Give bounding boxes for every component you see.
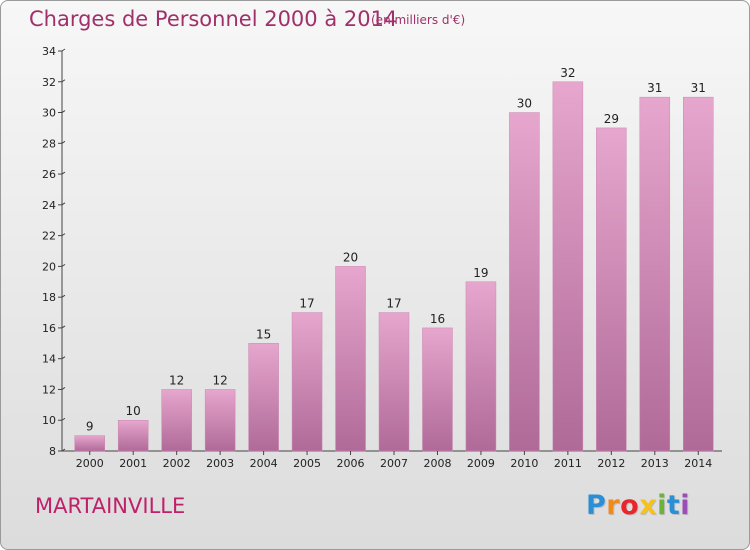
- x-tick-label-2008: 2008: [423, 457, 451, 470]
- value-label-2000: 9: [86, 420, 94, 434]
- city-name: MARTAINVILLE: [35, 494, 186, 518]
- logo-letter: i: [657, 490, 667, 521]
- y-tick-label: 26: [42, 168, 56, 181]
- bar-2014: [683, 96, 714, 452]
- x-tick-label-2010: 2010: [510, 457, 538, 470]
- value-label-2014: 31: [691, 81, 706, 95]
- y-tick-mark: [61, 140, 66, 144]
- bar-2009: [465, 281, 497, 452]
- value-label-2013: 31: [647, 81, 662, 95]
- y-tick-label: 8: [49, 445, 56, 458]
- bar-2010: [509, 112, 540, 452]
- x-tick-label-2000: 2000: [76, 457, 104, 470]
- x-tick-label-2001: 2001: [119, 457, 147, 470]
- y-tick-mark: [61, 233, 66, 237]
- bar-2007: [378, 312, 410, 452]
- y-tick-mark: [61, 263, 66, 267]
- bar-2003: [204, 389, 236, 452]
- value-label-2004: 15: [256, 327, 271, 341]
- logo-letter: r: [606, 490, 621, 521]
- x-tick-label-2003: 2003: [206, 457, 234, 470]
- x-tick-label-2009: 2009: [467, 457, 495, 470]
- y-tick-mark: [61, 417, 66, 421]
- y-tick-mark: [61, 79, 66, 83]
- bar-2000: [74, 435, 105, 452]
- y-tick-mark: [61, 325, 66, 329]
- value-label-2010: 30: [517, 97, 532, 111]
- y-tick-label: 10: [42, 414, 56, 427]
- logo-letter: i: [680, 490, 691, 521]
- y-tick-label: 24: [42, 199, 56, 212]
- bar-2005: [291, 312, 323, 452]
- x-tick-label-2011: 2011: [554, 457, 582, 470]
- y-tick-mark: [61, 48, 66, 52]
- value-label-2011: 32: [560, 66, 575, 80]
- logo-letter: P: [586, 490, 607, 521]
- value-label-2001: 10: [126, 404, 141, 418]
- logo-letter: t: [666, 490, 681, 521]
- value-label-2007: 17: [386, 297, 401, 311]
- y-tick-mark: [61, 387, 66, 390]
- value-label-2009: 19: [473, 266, 488, 280]
- value-label-2002: 12: [169, 373, 184, 387]
- chart-title: Charges de Personnel 2000 à 2014: [29, 7, 398, 31]
- y-tick-label: 34: [42, 45, 56, 58]
- y-tick-label: 14: [42, 353, 56, 366]
- chart-subtitle: (en milliers d'€): [371, 13, 466, 27]
- y-tick-label: 28: [42, 137, 56, 150]
- x-tick-label-2005: 2005: [293, 457, 321, 470]
- x-tick-label-2004: 2004: [250, 457, 278, 470]
- value-label-2012: 29: [604, 112, 619, 126]
- bar-2002: [161, 389, 192, 452]
- y-tick-mark: [61, 356, 66, 360]
- value-label-2006: 20: [343, 250, 358, 264]
- logo-letter: x: [639, 490, 658, 521]
- y-tick-label: 32: [42, 76, 56, 89]
- y-tick-mark: [61, 448, 66, 452]
- x-tick-label-2014: 2014: [684, 457, 712, 470]
- y-tick-mark: [61, 202, 66, 206]
- y-tick-label: 12: [42, 383, 56, 396]
- bar-2006: [335, 266, 366, 452]
- y-tick-label: 16: [42, 322, 56, 335]
- value-label-2008: 16: [430, 312, 445, 326]
- y-tick-mark: [61, 171, 66, 175]
- x-tick-label-2007: 2007: [380, 457, 408, 470]
- bar-2004: [248, 343, 279, 452]
- proxiti-logo: Proxiti: [586, 490, 690, 521]
- value-label-2003: 12: [212, 373, 227, 387]
- bar-2011: [552, 81, 584, 452]
- x-tick-label-2013: 2013: [641, 457, 669, 470]
- bar-2012: [596, 127, 627, 452]
- bar-2001: [117, 419, 149, 452]
- y-tick-label: 30: [42, 107, 56, 120]
- bar-2013: [639, 96, 671, 452]
- value-label-2005: 17: [299, 297, 314, 311]
- y-tick-mark: [61, 110, 66, 113]
- x-tick-label-2002: 2002: [163, 457, 191, 470]
- bar-2008: [422, 327, 453, 452]
- logo-letter: o: [620, 490, 640, 521]
- x-tick-label-2012: 2012: [597, 457, 625, 470]
- y-tick-label: 20: [42, 260, 56, 273]
- x-tick-label-2006: 2006: [337, 457, 365, 470]
- y-tick-mark: [61, 294, 66, 298]
- y-tick-label: 18: [42, 291, 56, 304]
- y-tick-label: 22: [42, 230, 56, 243]
